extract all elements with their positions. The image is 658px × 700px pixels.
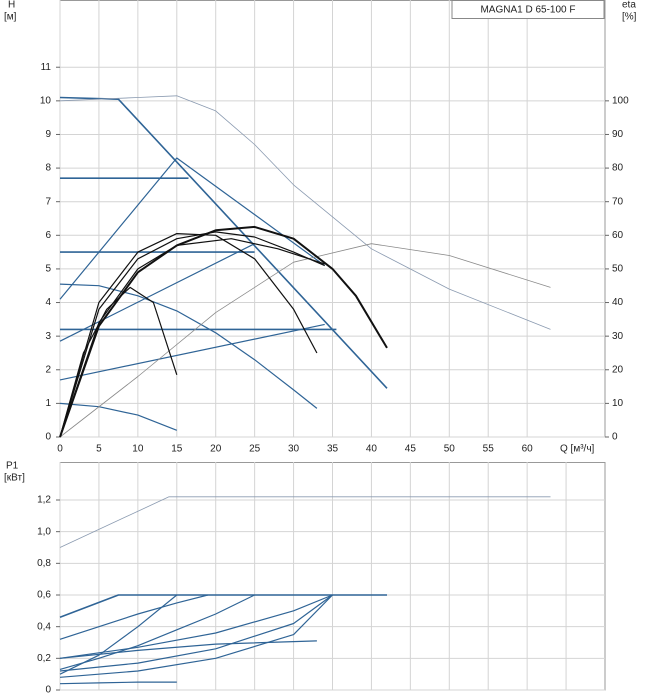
y2-tick-label: 40 — [612, 297, 624, 308]
y-tick-label: 2 — [45, 364, 51, 375]
y-tick-label: 6 — [45, 230, 51, 241]
y2-tick-label: 60 — [612, 230, 624, 241]
y-tick-label: 9 — [45, 129, 51, 140]
curve — [59, 323, 325, 381]
curve — [59, 594, 333, 659]
curve — [59, 402, 178, 431]
y-tick-label: 5 — [45, 264, 51, 275]
x-tick-label: 15 — [171, 444, 183, 455]
y2-tick-label: 100 — [612, 95, 629, 106]
y2-tick-label: 10 — [612, 398, 624, 409]
y-axis-unit: [кВт] — [4, 473, 25, 484]
y-tick-label: 1 — [45, 398, 51, 409]
y2-axis-label: eta — [622, 0, 636, 11]
y2-tick-label: 20 — [612, 364, 624, 375]
y-tick-label: 1,2 — [37, 495, 51, 506]
curve — [59, 283, 318, 409]
x-tick-label: 30 — [288, 444, 300, 455]
y2-tick-label: 0 — [612, 432, 618, 443]
y-tick-label: 0,6 — [37, 590, 51, 601]
y2-tick-label: 90 — [612, 129, 624, 140]
curve — [59, 594, 333, 678]
y-tick-label: 0 — [45, 432, 51, 443]
y-tick-label: 4 — [45, 297, 51, 308]
curve — [59, 96, 388, 389]
x-tick-label: 0 — [57, 444, 63, 455]
x-tick-label: 40 — [366, 444, 378, 455]
y2-tick-label: 30 — [612, 331, 624, 342]
x-tick-label: 35 — [327, 444, 339, 455]
y2-tick-label: 80 — [612, 163, 624, 174]
curve — [59, 594, 209, 640]
curve — [59, 681, 177, 685]
y2-axis-unit: [%] — [622, 12, 637, 23]
x-tick-label: 20 — [210, 444, 222, 455]
curve — [59, 157, 326, 300]
y-tick-label: 11 — [41, 62, 52, 73]
curve — [59, 225, 388, 438]
y2-tick-label: 70 — [612, 196, 624, 207]
x-axis-label: Q [м³/ч] — [560, 444, 595, 455]
y-tick-label: 7 — [45, 196, 51, 207]
x-tick-label: 60 — [522, 444, 534, 455]
x-tick-label: 45 — [405, 444, 417, 455]
curve — [59, 231, 325, 438]
curve — [59, 594, 333, 672]
y-tick-label: 0,4 — [37, 621, 51, 632]
x-tick-label: 50 — [444, 444, 456, 455]
y-tick-label: 0,2 — [37, 653, 51, 664]
y2-tick-label: 50 — [612, 264, 624, 275]
label-box-text: MAGNA1 D 65-100 F — [480, 5, 575, 16]
y-axis-label: P1 — [6, 461, 19, 472]
curve — [59, 640, 317, 659]
x-tick-label: 10 — [132, 444, 144, 455]
curve — [59, 95, 551, 330]
curve — [59, 496, 551, 548]
x-tick-label: 5 — [96, 444, 102, 455]
y-tick-label: 1,0 — [37, 526, 51, 537]
label-box — [451, 0, 605, 19]
y-tick-label: 0,8 — [37, 558, 51, 569]
curve — [59, 233, 318, 438]
y-tick-label: 10 — [40, 95, 52, 106]
y-axis-label: H — [8, 0, 15, 11]
y-axis-unit: [м] — [4, 12, 17, 23]
curve — [59, 243, 551, 438]
y-tick-label: 3 — [45, 331, 51, 342]
y-tick-label: 8 — [45, 163, 51, 174]
y-tick-label: 0 — [45, 685, 51, 696]
x-tick-label: 55 — [483, 444, 495, 455]
x-tick-label: 25 — [249, 444, 261, 455]
curve — [59, 594, 255, 670]
curve — [59, 594, 387, 618]
curve — [59, 594, 178, 675]
